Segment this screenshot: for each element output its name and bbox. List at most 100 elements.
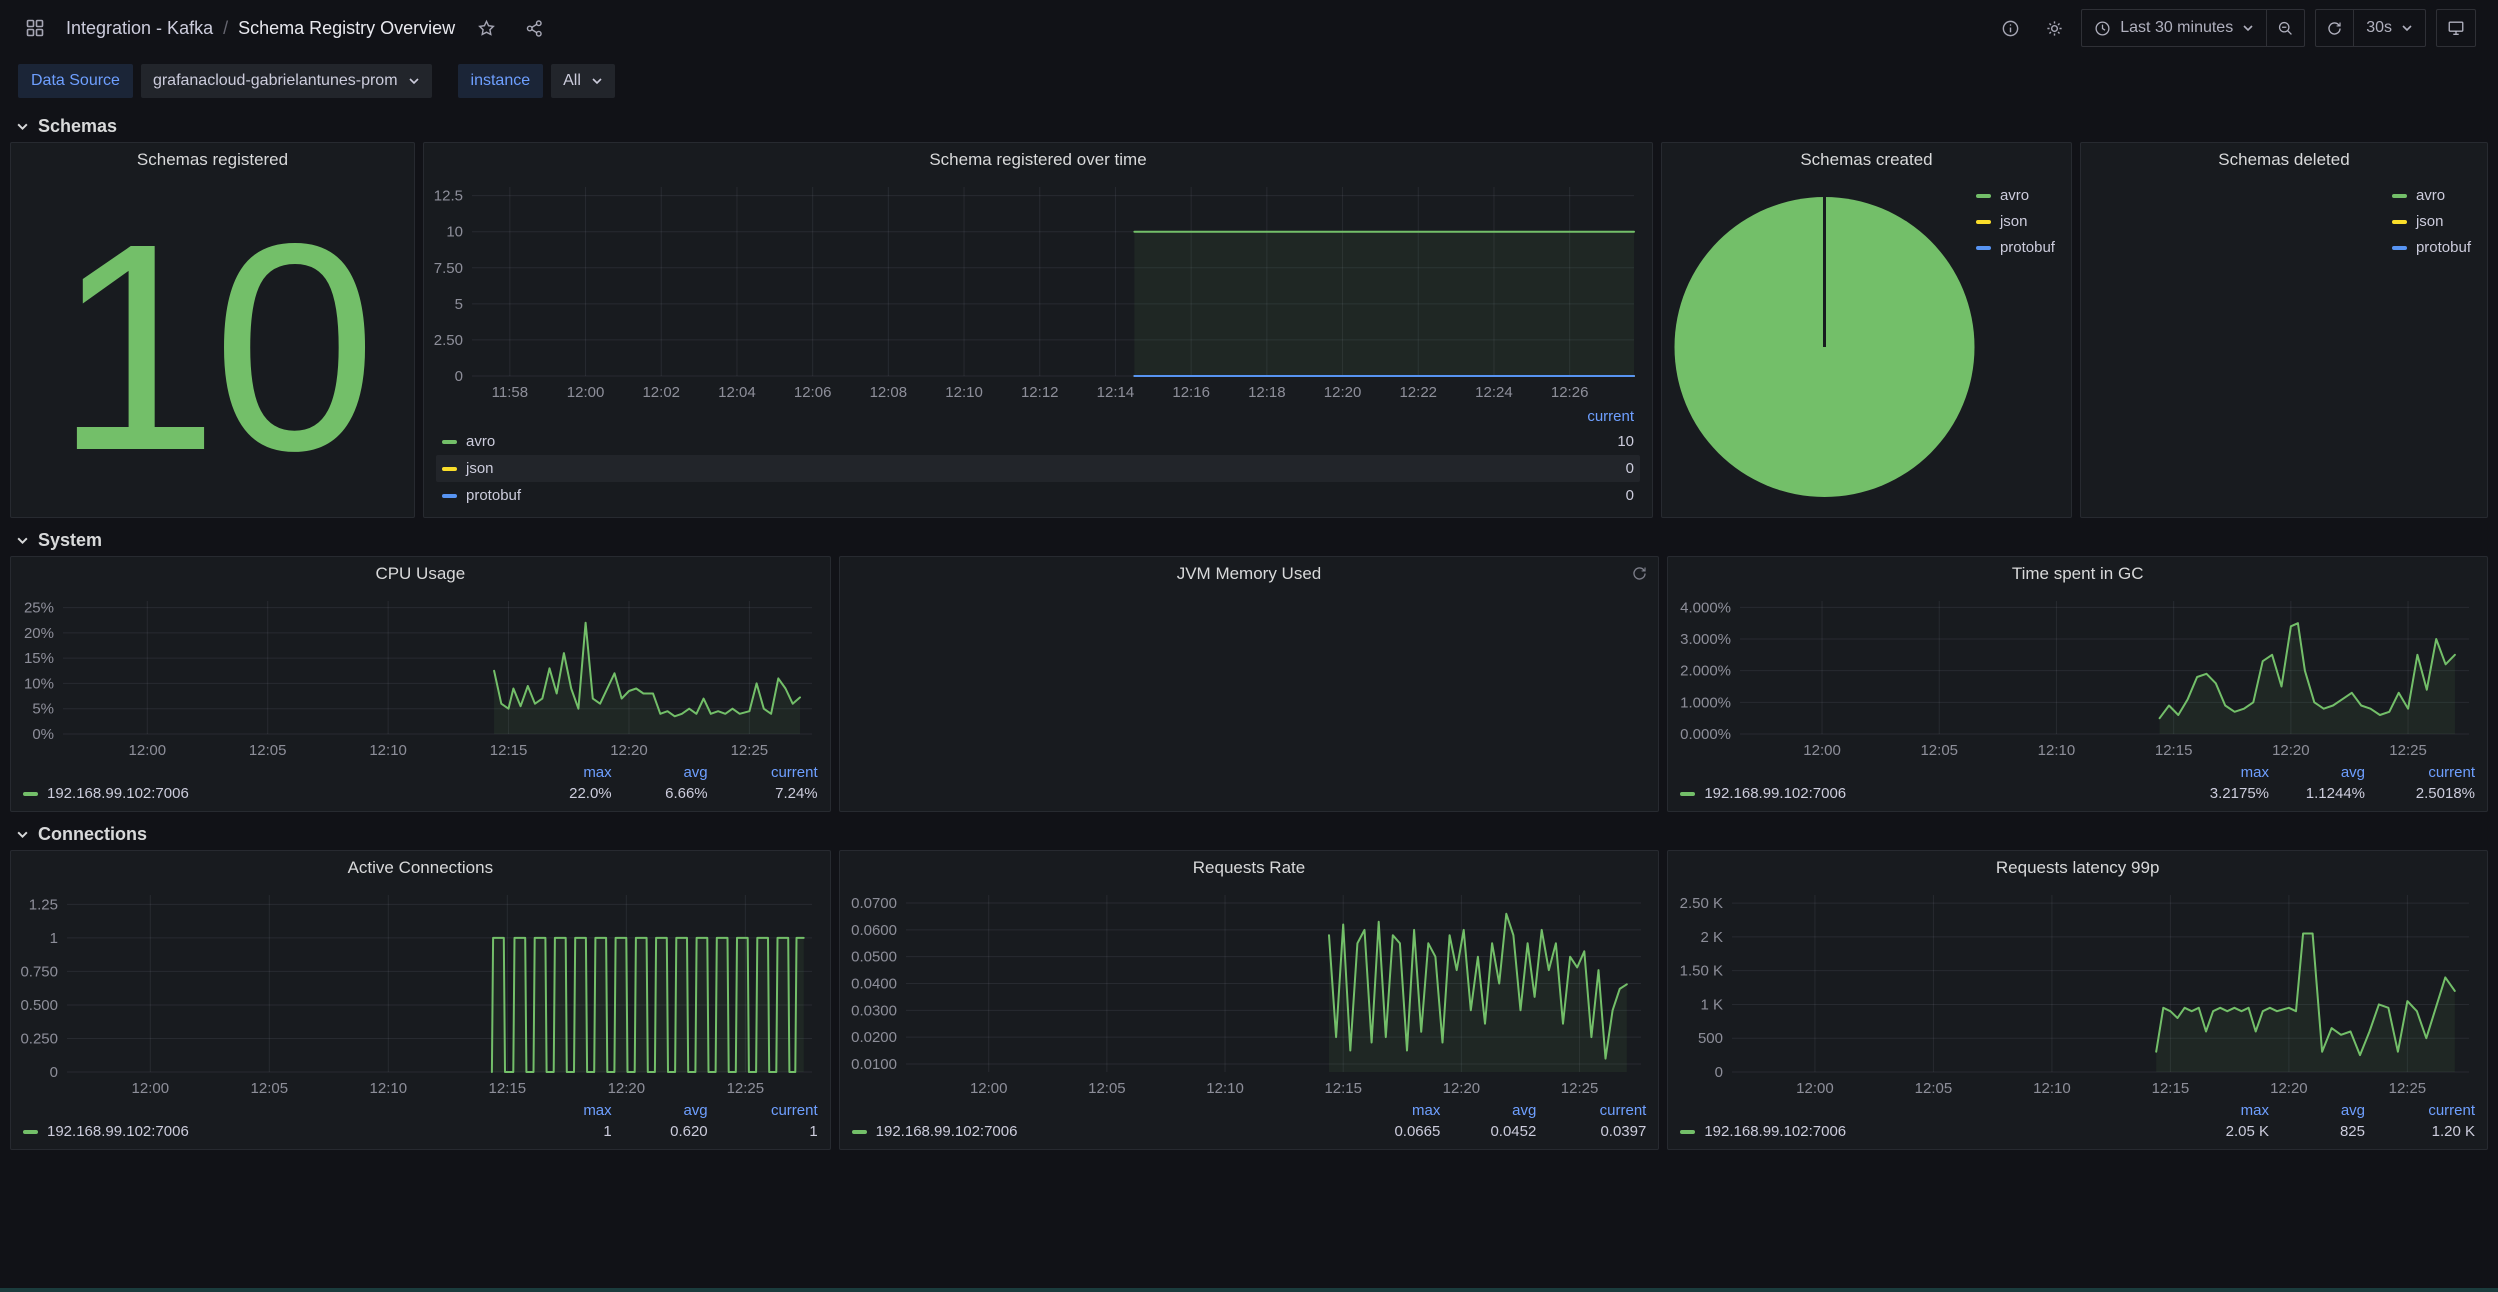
legend-header-avg[interactable]: avg bbox=[1512, 1102, 1537, 1119]
legend-header-avg[interactable]: avg bbox=[2340, 1102, 2365, 1119]
legend-row-avro[interactable]: avro 10 bbox=[436, 428, 1640, 455]
svg-text:12:16: 12:16 bbox=[1172, 384, 1210, 401]
svg-text:1: 1 bbox=[50, 930, 58, 947]
dashboard-settings-gear-icon[interactable] bbox=[2037, 11, 2071, 45]
svg-text:12:25: 12:25 bbox=[1560, 1080, 1598, 1097]
share-dashboard-icon[interactable] bbox=[517, 11, 551, 45]
legend-series-item[interactable]: 192.168.99.102:7006 bbox=[1680, 1123, 2173, 1140]
panel-header-active-connections[interactable]: Active Connections bbox=[11, 851, 830, 885]
panel-requests-rate: Requests Rate 0.0100 0.0200 0.0300 0.0400 0.… bbox=[838, 850, 1660, 1150]
legend-label: json bbox=[1999, 213, 2028, 230]
legend-current-protobuf: 0 bbox=[1625, 487, 1634, 504]
requests-latency-chart[interactable]: 0 500 1 K 1.50 K 2 K 2.50 K 12:00 12:05 12:10 12:… bbox=[1668, 885, 2487, 1102]
section-system[interactable]: System bbox=[10, 524, 2488, 556]
datasource-filter-label[interactable]: Data Source bbox=[18, 64, 133, 98]
legend-header-avg[interactable]: avg bbox=[2340, 764, 2365, 781]
star-dashboard-button[interactable] bbox=[469, 11, 503, 45]
schemas-deleted-legend: avro json protobuf bbox=[2391, 187, 2471, 256]
refresh-interval-label: 30s bbox=[2366, 19, 2392, 36]
panel-header-schemas-deleted[interactable]: Schemas deleted bbox=[2081, 143, 2487, 177]
legend-header-current[interactable]: current bbox=[1587, 408, 1634, 425]
legend-header-max[interactable]: max bbox=[1411, 1102, 1441, 1119]
legend-header-avg[interactable]: avg bbox=[683, 764, 708, 781]
panel-header-schema-over-time[interactable]: Schema registered over time bbox=[424, 143, 1652, 177]
panel-header-jvm-memory[interactable]: JVM Memory Used bbox=[840, 557, 1659, 591]
svg-text:12:10: 12:10 bbox=[370, 1080, 408, 1097]
json-series-swatch bbox=[1975, 219, 1991, 224]
requests-latency-legend: max avg current 192.168.99.102:7006 2.05… bbox=[1668, 1102, 2487, 1149]
schemas-created-body: avro json protobuf bbox=[1662, 177, 2071, 517]
legend-header-current[interactable]: current bbox=[770, 764, 818, 781]
legend-item-protobuf[interactable]: protobuf bbox=[1975, 239, 2055, 256]
svg-text:12.5: 12.5 bbox=[434, 188, 463, 205]
requests-rate-chart[interactable]: 0.0100 0.0200 0.0300 0.0400 0.0500 0.0600 0.07… bbox=[840, 885, 1659, 1102]
legend-header-current[interactable]: current bbox=[2428, 1102, 2475, 1119]
panel-header-schemas-registered[interactable]: Schemas registered bbox=[11, 143, 414, 177]
active-connections-chart[interactable]: 0 0.250 0.500 0.750 1 1.25 12:00 12:05 12:10 12:1… bbox=[11, 885, 830, 1102]
svg-text:12:12: 12:12 bbox=[1021, 384, 1059, 401]
kiosk-mode-button[interactable] bbox=[2436, 9, 2476, 47]
legend-label: json bbox=[2415, 213, 2444, 230]
legend-item-avro[interactable]: avro bbox=[1975, 187, 2055, 204]
series-name: 192.168.99.102:7006 bbox=[47, 1123, 189, 1140]
panel-schemas-deleted: Schemas deleted avro json protobuf bbox=[2079, 142, 2488, 518]
clock-icon bbox=[2095, 20, 2110, 36]
legend-item-avro[interactable]: avro bbox=[2391, 187, 2471, 204]
horizontal-scrollbar[interactable] bbox=[0, 1288, 2498, 1292]
cpu-usage-chart[interactable]: 0% 5% 10% 15% 20% 25% 12:00 12:05 12:10 12:15 12:2… bbox=[11, 591, 830, 764]
legend-series-item[interactable]: 192.168.99.102:7006 bbox=[23, 1123, 516, 1140]
legend-header-current[interactable]: current bbox=[1599, 1102, 1647, 1119]
legend-series-item[interactable]: 192.168.99.102:7006 bbox=[851, 1123, 1345, 1140]
legend-header-max[interactable]: max bbox=[2240, 764, 2269, 781]
dashboard-info-icon[interactable] bbox=[1993, 11, 2027, 45]
panel-loading-spinner-icon bbox=[1631, 565, 1648, 582]
datasource-select[interactable]: grafanacloud-gabrielantunes-prom bbox=[140, 64, 432, 98]
svg-text:12:10: 12:10 bbox=[369, 742, 407, 759]
legend-item-protobuf[interactable]: protobuf bbox=[2391, 239, 2471, 256]
legend-row-json[interactable]: json 0 bbox=[436, 455, 1640, 482]
panel-header-gc-time[interactable]: Time spent in GC bbox=[1668, 557, 2487, 591]
panel-title-text: Schemas deleted bbox=[2218, 150, 2350, 169]
schemas-created-pie-chart[interactable] bbox=[1662, 177, 2071, 517]
legend-header-current[interactable]: current bbox=[2428, 764, 2475, 781]
schema-over-time-chart[interactable]: 0 2.50 5 7.50 10 12.5 11:58 12:00 12:02 12:04 12:0… bbox=[424, 177, 1652, 406]
legend-item-avro: avro bbox=[466, 433, 496, 450]
svg-text:12:18: 12:18 bbox=[1248, 384, 1286, 401]
instance-filter-label[interactable]: instance bbox=[457, 64, 544, 98]
panel-header-cpu-usage[interactable]: CPU Usage bbox=[11, 557, 830, 591]
svg-text:0.000%: 0.000% bbox=[1680, 726, 1731, 743]
legend-header-max[interactable]: max bbox=[583, 1102, 612, 1119]
svg-text:12:00: 12:00 bbox=[132, 1080, 170, 1097]
instance-value: All bbox=[563, 72, 581, 89]
svg-text:0.0700: 0.0700 bbox=[851, 895, 897, 912]
section-connections[interactable]: Connections bbox=[10, 818, 2488, 850]
svg-text:12:20: 12:20 bbox=[610, 742, 648, 759]
legend-series-item[interactable]: 192.168.99.102:7006 bbox=[1680, 785, 2173, 802]
gc-time-chart[interactable]: 0.000% 1.000% 2.000% 3.000% 4.000% 12:00 12:05… bbox=[1668, 591, 2487, 764]
legend-header-max[interactable]: max bbox=[583, 764, 612, 781]
legend-header-max[interactable]: max bbox=[2240, 1102, 2269, 1119]
refresh-interval-dropdown[interactable]: 30s bbox=[2354, 9, 2426, 47]
svg-text:12:06: 12:06 bbox=[794, 384, 832, 401]
schemas-registered-stat: 10 bbox=[54, 181, 376, 512]
legend-item-json[interactable]: json bbox=[2391, 213, 2471, 230]
section-schemas[interactable]: Schemas bbox=[10, 110, 2488, 142]
filter-bar: Data Source grafanacloud-gabrielantunes-… bbox=[0, 56, 2498, 110]
section-collapse-chevron-icon bbox=[17, 537, 28, 544]
panel-header-requests-latency[interactable]: Requests latency 99p bbox=[1668, 851, 2487, 885]
refresh-button[interactable] bbox=[2315, 9, 2355, 47]
time-range-picker[interactable]: Last 30 minutes bbox=[2081, 9, 2268, 47]
legend-item-json[interactable]: json bbox=[1975, 213, 2055, 230]
panel-header-schemas-created[interactable]: Schemas created bbox=[1662, 143, 2071, 177]
zoom-out-button[interactable] bbox=[2267, 9, 2306, 47]
svg-text:12:05: 12:05 bbox=[1088, 1080, 1126, 1097]
breadcrumb-parent[interactable]: Integration - Kafka bbox=[66, 17, 214, 38]
legend-series-item[interactable]: 192.168.99.102:7006 bbox=[23, 785, 516, 802]
legend-header-current[interactable]: current bbox=[770, 1102, 818, 1119]
dashboards-grid-icon[interactable] bbox=[18, 11, 52, 45]
panel-header-requests-rate[interactable]: Requests Rate bbox=[840, 851, 1659, 885]
legend-header-avg[interactable]: avg bbox=[683, 1102, 708, 1119]
instance-select[interactable]: All bbox=[551, 64, 615, 98]
legend-row-protobuf[interactable]: protobuf 0 bbox=[436, 482, 1640, 509]
legend-label: avro bbox=[2415, 187, 2446, 204]
